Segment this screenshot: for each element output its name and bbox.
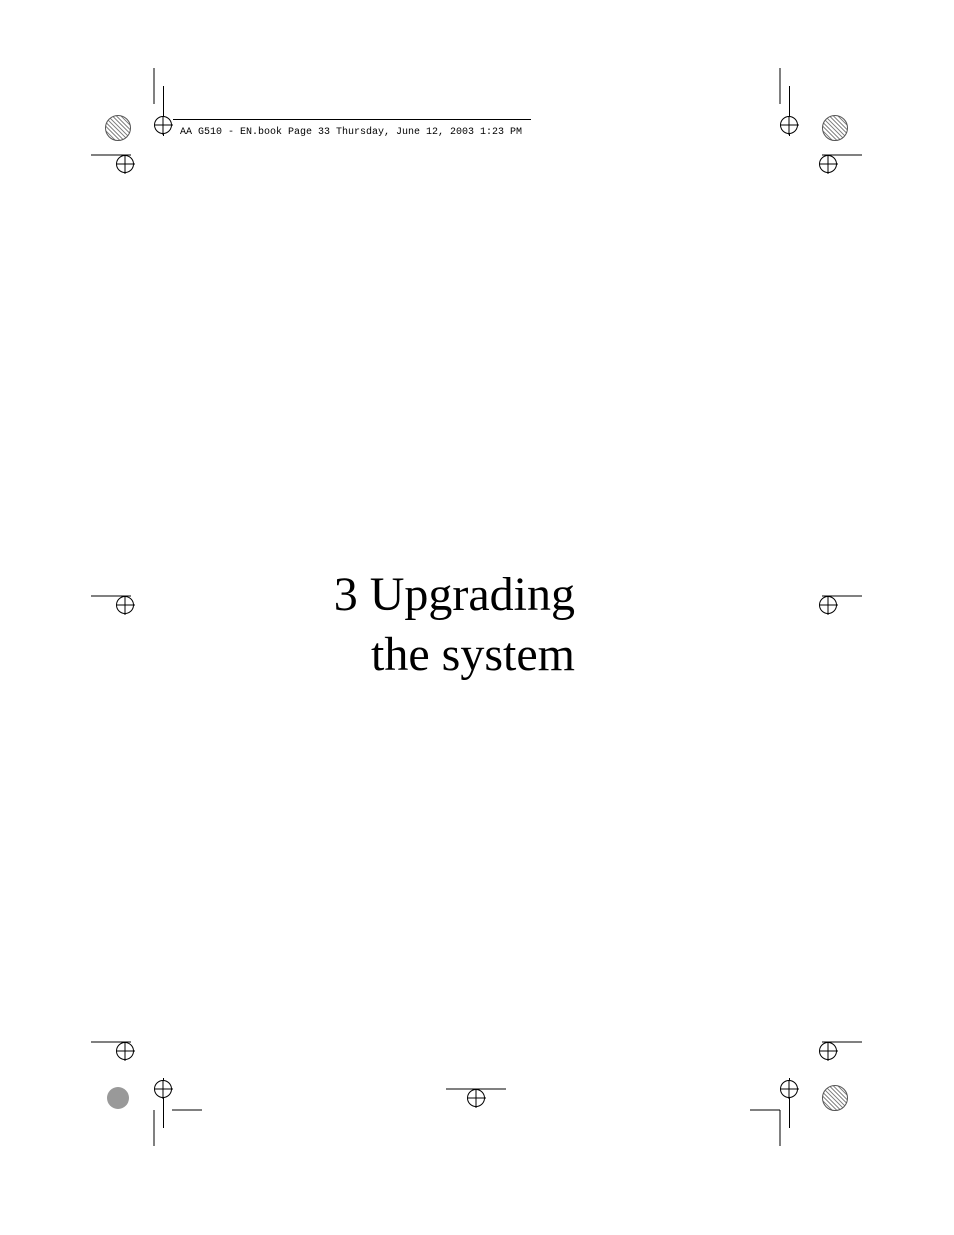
chapter-title: 3 Upgrading the system [0, 565, 575, 685]
printer-solid-circle-bl [107, 1087, 129, 1109]
header-underline [173, 119, 531, 120]
chapter-title-line2: the system [0, 625, 575, 685]
printer-hatched-circle-br [822, 1085, 848, 1111]
header-metadata: AA G510 - EN.book Page 33 Thursday, June… [180, 127, 522, 138]
printer-hatched-circle-tr [822, 115, 848, 141]
chapter-title-line1: 3 Upgrading [0, 565, 575, 625]
printer-hatched-circle-tl [105, 115, 131, 141]
